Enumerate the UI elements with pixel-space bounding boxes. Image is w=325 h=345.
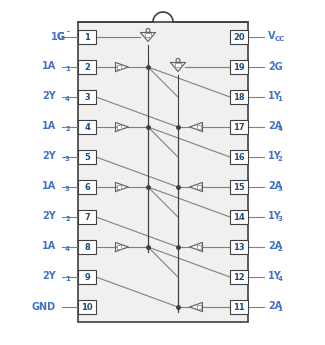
Text: 2Y: 2Y [42, 211, 56, 221]
Text: 1A: 1A [42, 121, 56, 131]
Bar [78, 270, 96, 284]
Bar [78, 300, 96, 314]
Text: 1: 1 [278, 306, 282, 312]
Text: 1Y: 1Y [268, 211, 282, 221]
Bar [230, 210, 248, 224]
Bar [116, 185, 121, 189]
Bar [78, 30, 96, 44]
Text: 1Y: 1Y [268, 91, 282, 101]
Text: 2A: 2A [268, 181, 282, 191]
Text: 2Y: 2Y [42, 151, 56, 161]
Text: 4: 4 [84, 122, 90, 131]
Bar [78, 240, 96, 254]
Text: 2: 2 [278, 246, 282, 252]
Text: 2A: 2A [268, 241, 282, 251]
Text: 1: 1 [51, 32, 58, 42]
Bar [197, 185, 202, 189]
Text: 9: 9 [84, 273, 90, 282]
Text: 3: 3 [278, 186, 282, 192]
Text: 8: 8 [84, 243, 90, 252]
Text: 5: 5 [84, 152, 90, 161]
Text: 3: 3 [84, 92, 90, 101]
Text: 1Y: 1Y [268, 271, 282, 281]
Bar [145, 33, 151, 37]
Text: 18: 18 [233, 92, 245, 101]
Text: 3: 3 [65, 156, 70, 162]
Text: 7: 7 [84, 213, 90, 221]
Text: 2A: 2A [268, 301, 282, 311]
Text: 1A: 1A [42, 61, 56, 71]
Text: 14: 14 [233, 213, 245, 221]
Text: 1: 1 [84, 32, 90, 41]
Text: 3: 3 [65, 186, 70, 192]
Text: 2: 2 [65, 126, 70, 132]
Bar [230, 150, 248, 164]
Text: 1: 1 [65, 66, 70, 72]
Text: 1A: 1A [42, 241, 56, 251]
Bar [78, 120, 96, 134]
Bar [197, 125, 202, 129]
Text: 3: 3 [278, 216, 282, 222]
Text: 17: 17 [233, 122, 245, 131]
Text: 11: 11 [233, 303, 245, 312]
Bar [197, 245, 202, 249]
Text: 19: 19 [233, 62, 245, 71]
Bar [230, 300, 248, 314]
Text: 4: 4 [278, 276, 283, 282]
Text: 2: 2 [278, 156, 282, 162]
Text: 10: 10 [81, 303, 93, 312]
Text: 2G: 2G [268, 62, 283, 72]
Text: 1Y: 1Y [268, 151, 282, 161]
Text: 4: 4 [65, 246, 70, 252]
Bar [78, 90, 96, 104]
Text: 1: 1 [278, 96, 282, 102]
Bar [230, 270, 248, 284]
Bar [230, 90, 248, 104]
Bar [175, 63, 181, 67]
Bar [116, 245, 121, 249]
Bar [230, 180, 248, 194]
Text: 15: 15 [233, 183, 245, 191]
Bar [78, 210, 96, 224]
Bar [116, 125, 121, 129]
Text: V: V [268, 31, 276, 41]
Text: 6: 6 [84, 183, 90, 191]
Text: 13: 13 [233, 243, 245, 252]
Text: G: G [56, 32, 64, 42]
Bar [230, 240, 248, 254]
Bar [78, 60, 96, 74]
Text: 4: 4 [278, 126, 283, 132]
Bar [197, 305, 202, 309]
Text: 1A: 1A [42, 181, 56, 191]
Text: 2: 2 [84, 62, 90, 71]
Bar [230, 60, 248, 74]
Text: 12: 12 [233, 273, 245, 282]
Bar [78, 150, 96, 164]
Bar [78, 22, 248, 322]
Text: 2Y: 2Y [42, 271, 56, 281]
Text: CC: CC [275, 36, 285, 42]
Text: 2Y: 2Y [42, 91, 56, 101]
Text: 20: 20 [233, 32, 245, 41]
Text: 1: 1 [65, 276, 70, 282]
Bar [230, 30, 248, 44]
Text: GND: GND [32, 302, 56, 312]
Text: 16: 16 [233, 152, 245, 161]
Text: G: G [56, 32, 64, 42]
Text: 2: 2 [65, 216, 70, 222]
Bar [78, 180, 96, 194]
Bar [116, 65, 121, 69]
Bar [230, 120, 248, 134]
Text: 2A: 2A [268, 121, 282, 131]
Text: 4: 4 [65, 96, 70, 102]
